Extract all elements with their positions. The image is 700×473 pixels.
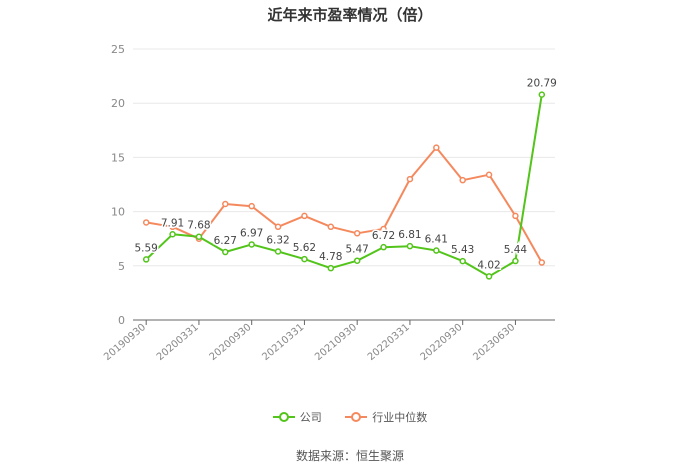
data-label: 5.44 (504, 244, 528, 256)
x-tick-label: 20190930 (102, 322, 148, 363)
data-label: 6.41 (425, 234, 448, 246)
series-line-1 (146, 146, 543, 263)
data-point-0 (433, 247, 440, 254)
x-tick-label: 20220331 (366, 322, 412, 363)
data-point-1 (459, 176, 466, 184)
data-point-0 (512, 257, 519, 265)
legend-label-industry-median: 行业中位数 (372, 411, 428, 424)
data-point-1 (222, 200, 229, 208)
data-label: 5.43 (451, 244, 474, 256)
data-label: 6.27 (214, 235, 237, 247)
data-point-1 (142, 219, 150, 226)
data-label: 5.62 (293, 242, 316, 254)
data-point-0 (327, 264, 335, 272)
y-tick-label: 15 (111, 151, 125, 164)
data-label: 5.47 (345, 244, 368, 256)
data-point-1 (274, 223, 282, 231)
x-tick-label: 20200331 (155, 322, 201, 363)
data-point-0 (459, 257, 466, 265)
data-point-1 (406, 175, 414, 183)
data-label: 6.81 (398, 229, 421, 241)
source-text: 数据来源：恒生聚源 (295, 449, 404, 463)
data-point-0 (222, 248, 229, 256)
y-tick-label: 0 (118, 314, 125, 327)
data-point-0 (538, 91, 546, 98)
grid-lines (133, 48, 555, 267)
data-point-0 (406, 242, 414, 250)
data-point-0 (195, 233, 203, 240)
data-point-1 (538, 259, 546, 266)
data-label: 7.68 (187, 220, 210, 232)
x-tick-label: 20210930 (313, 322, 359, 363)
chart-title: 近年来市盈率情况（倍） (267, 6, 433, 24)
data-point-1 (433, 144, 440, 151)
data-point-0 (274, 248, 282, 255)
data-point-1 (169, 223, 176, 231)
legend-marker-company-icon (272, 412, 295, 422)
data-point-1 (380, 225, 387, 233)
x-tick-label: 20210331 (260, 322, 306, 363)
data-label: 4.02 (477, 259, 500, 271)
data-label: 20.79 (527, 78, 557, 90)
data-label: 6.72 (372, 230, 395, 242)
data-point-0 (353, 257, 361, 264)
y-tick-label: 20 (111, 97, 125, 110)
axes: 0 5 10 15 20 25 20190930 20200331 20200930 202103… (102, 43, 555, 363)
data-point-1 (353, 230, 361, 237)
data-point-1 (485, 171, 493, 178)
data-point-0 (142, 256, 150, 263)
data-point-0 (380, 243, 387, 251)
x-tick-label: 20220930 (419, 322, 465, 363)
x-tick-label: 20230630 (471, 322, 517, 363)
data-point-1 (301, 212, 308, 220)
data-point-1 (327, 223, 335, 231)
legend-marker-industry-median-icon (345, 412, 368, 422)
data-labels: 5.59 7.91 7.68 6.276.976.32 5.624.785.47 6.72… (133, 76, 558, 273)
y-tick-label: 5 (118, 260, 125, 273)
series-line-0 (145, 94, 543, 278)
x-tick-label: 20200930 (208, 322, 254, 363)
data-point-1 (248, 202, 255, 210)
line-chart: 0 5 10 15 20 25 20190930 20200331 20200930 202103… (102, 43, 558, 363)
legend: 公司 行业中位数 (0, 409, 700, 426)
legend-label-company: 公司 (299, 411, 322, 424)
data-point-0 (485, 273, 493, 280)
data-label: 4.78 (319, 251, 342, 263)
data-label: 6.97 (240, 227, 263, 239)
data-label: 5.59 (134, 242, 157, 254)
data-point-1 (512, 212, 519, 220)
data-label: 6.32 (266, 234, 289, 246)
data-point-0 (248, 241, 255, 248)
data-point-0 (169, 231, 176, 238)
y-tick-label: 10 (111, 206, 125, 219)
series-lines (142, 91, 546, 280)
data-point-0 (301, 255, 308, 263)
y-tick-label: 25 (111, 43, 125, 56)
data-label: 7.91 (161, 217, 184, 229)
legend-item-company[interactable]: 公司 (272, 409, 322, 425)
legend-item-industry-median[interactable]: 行业中位数 (345, 409, 427, 425)
